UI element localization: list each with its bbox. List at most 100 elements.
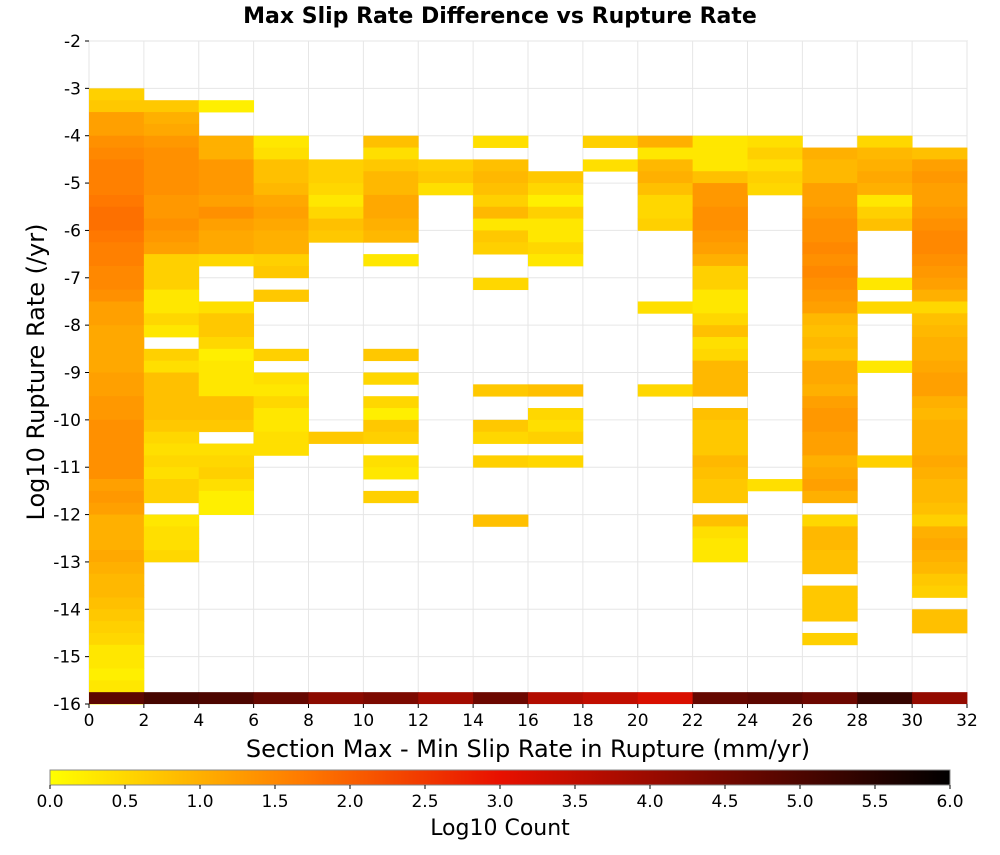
heatmap-cell [198,100,255,113]
colorbar-tick-label: 3.0 [486,792,513,812]
heatmap-cell [198,183,255,196]
colorbar-tick-label: 5.0 [786,792,813,812]
heatmap-cell [143,479,200,492]
heatmap-cell [89,573,145,587]
colorbar-tick-label: 5.5 [861,792,888,812]
heatmap-cell [692,218,748,231]
heatmap-cell [747,159,803,172]
heatmap-cell [143,171,200,184]
heatmap-cell [473,692,529,704]
heatmap-cell [473,159,529,172]
heatmap-cell [198,301,255,314]
heatmap-cell [89,479,145,492]
heatmap-cell [143,372,200,385]
heatmap-cell [692,348,748,362]
heatmap-cell [692,336,748,350]
heatmap-cell [308,692,364,704]
heatmap-cell [692,183,748,196]
heatmap-cell [528,419,584,433]
heatmap-cell [802,632,858,646]
heatmap-cell [692,479,748,492]
colorbar [49,769,951,786]
heatmap-cell [857,194,913,208]
heatmap-cell [692,455,748,468]
heatmap-cell [198,455,255,468]
heatmap-cell [89,277,145,291]
heatmap-cell [747,171,803,184]
heatmap-cell [89,632,145,646]
heatmap-cell [308,431,364,444]
heatmap-cell [637,301,694,314]
heatmap-cell [857,206,913,219]
heatmap-cell [637,692,694,704]
heatmap-cell [308,171,364,184]
heatmap-cell [253,242,309,255]
heatmap-cell [198,254,255,267]
y-tick-label: -3 [64,79,81,99]
heatmap-cell [802,561,858,575]
heatmap-cell [692,230,748,243]
heatmap-cell [528,218,584,231]
heatmap-cell [637,183,694,196]
heatmap-cell [363,455,419,468]
heatmap-cell [473,135,529,148]
heatmap-cell [363,431,419,444]
heatmap-cell [143,147,200,160]
heatmap-cell [363,396,419,409]
heatmap-cell [692,171,748,184]
heatmap-cell [857,171,913,184]
heatmap-cell [363,692,419,704]
heatmap-cell [253,171,309,184]
heatmap-cell [363,254,419,267]
heatmap-cell [89,585,145,598]
heatmap-cell [802,443,858,456]
heatmap-cell [747,135,803,148]
heatmap-cell [89,242,145,255]
heatmap-cell [802,313,858,326]
heatmap-cell [747,692,803,704]
heatmap-cell [198,171,255,184]
heatmap-cell [528,431,584,444]
heatmap-cell [473,455,529,468]
heatmap-cell [912,289,968,302]
heatmap-cell [802,218,858,231]
heatmap-cell [253,408,309,421]
heatmap-cell [912,526,968,539]
heatmap-cell [857,147,913,160]
colorbar-tick-label: 2.0 [336,792,363,812]
heatmap-cell [143,490,200,504]
heatmap-cell [473,194,529,208]
heatmap-cell [692,289,748,302]
x-axis-label: Section Max - Min Slip Rate in Rupture (… [246,735,810,763]
heatmap-cell [473,171,529,184]
heatmap-cell [912,396,968,409]
heatmap-cell [802,301,858,314]
heatmap-cell [802,396,858,409]
heatmap-cell [143,443,200,456]
heatmap-cell [418,159,474,172]
heatmap-cell [912,336,968,350]
heatmap-cell [802,490,858,504]
heatmap-cell [89,88,145,101]
heatmap-cells [89,88,968,705]
heatmap-cell [802,692,858,704]
heatmap-cell [912,431,968,444]
heatmap-cell [912,455,968,468]
heatmap-cell [692,408,748,421]
heatmap-cell [912,313,968,326]
heatmap-cell [912,490,968,504]
heatmap-cell [912,206,968,219]
heatmap-cell [198,242,255,255]
heatmap-cell [857,360,913,373]
heatmap-cell [253,419,309,433]
heatmap-cell [692,443,748,456]
heatmap-cell [692,325,748,338]
x-tick-label: 8 [303,711,314,731]
heatmap-cell [89,550,145,563]
x-tick-label: 30 [901,711,923,731]
heatmap-cell [143,123,200,137]
heatmap-cell [198,692,255,704]
heatmap-cell [692,254,748,267]
heatmap-cell [363,490,419,504]
heatmap-cell [857,218,913,231]
